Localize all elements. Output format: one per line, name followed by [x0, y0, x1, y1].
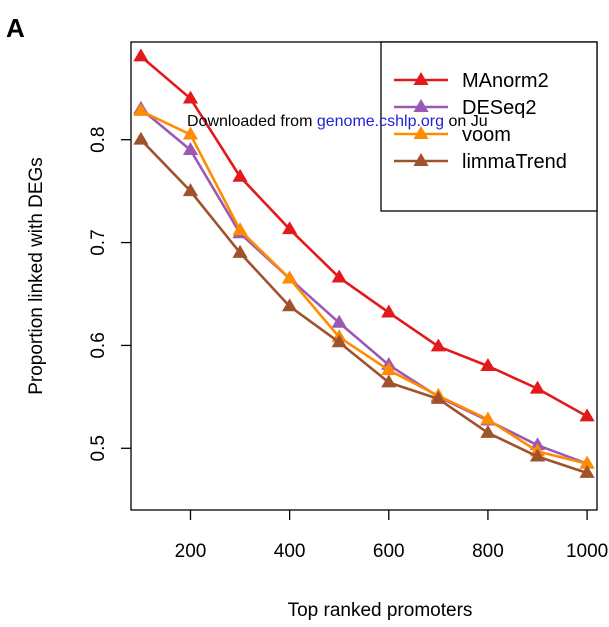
data-point — [430, 338, 446, 352]
x-tick-label: 600 — [373, 541, 405, 562]
data-point — [579, 464, 595, 478]
data-point — [133, 48, 149, 62]
series-layer — [133, 48, 595, 478]
legend-label: voom — [462, 124, 511, 146]
data-point — [331, 334, 347, 348]
data-point — [529, 448, 546, 462]
legend-marker — [413, 99, 429, 112]
legend-frame — [380, 41, 598, 212]
data-point — [430, 390, 446, 404]
watermark-suffix: on Ju — [444, 113, 488, 130]
legend-marker — [413, 72, 429, 85]
y-tick-label: 0.5 — [88, 435, 109, 461]
legend-label: DESeq2 — [462, 97, 537, 119]
data-point — [232, 222, 248, 236]
y-tick-label: 0.8 — [88, 127, 109, 153]
y-axis: 0.5 0.6 0.7 0.8 — [88, 127, 131, 461]
data-point — [331, 314, 347, 328]
data-point — [182, 183, 199, 197]
watermark-link[interactable]: genome.cshlp.org — [317, 113, 444, 130]
x-tick-label: 1000 — [566, 541, 608, 562]
plot-frame — [130, 41, 598, 511]
data-point — [282, 221, 298, 235]
legend-item: MAnorm2 — [394, 70, 549, 92]
legend-marker — [413, 153, 429, 166]
data-point — [480, 424, 496, 438]
data-point — [232, 244, 248, 258]
series-line — [140, 109, 588, 465]
x-tick-label: 400 — [274, 541, 306, 562]
data-point — [182, 126, 199, 140]
legend-item: voom — [394, 124, 511, 146]
panel-label: A — [6, 13, 25, 43]
x-axis: 200 400 600 800 1000 — [175, 510, 608, 562]
data-point — [282, 298, 298, 312]
data-point — [381, 362, 397, 376]
series-line — [140, 55, 588, 418]
data-point — [282, 270, 298, 284]
x-axis-title: Top ranked promoters — [288, 600, 473, 621]
series-limmatrend — [133, 131, 595, 478]
legend-item: DESeq2 — [394, 97, 537, 119]
x-tick-label: 200 — [175, 541, 207, 562]
plot-area — [130, 41, 598, 511]
y-tick-label: 0.6 — [88, 332, 109, 358]
data-point — [579, 408, 595, 422]
legend: MAnorm2 DESeq2 voom limmaTrend — [380, 41, 598, 212]
data-point — [381, 374, 397, 388]
watermark-prefix: Downloaded from — [187, 113, 317, 130]
y-tick-label: 0.7 — [88, 229, 109, 255]
data-point — [579, 455, 595, 469]
data-point — [133, 131, 149, 145]
legend-label: limmaTrend — [462, 151, 567, 173]
data-point — [133, 102, 149, 116]
y-axis-title: Proportion linked with DEGs — [26, 157, 47, 395]
data-point — [331, 269, 347, 283]
series-line — [140, 107, 588, 465]
legend-item: limmaTrend — [394, 151, 567, 173]
data-point — [182, 90, 199, 104]
x-tick-label: 800 — [472, 541, 504, 562]
legend-marker — [413, 126, 429, 139]
legend-label: MAnorm2 — [462, 70, 549, 92]
watermark: Downloaded from genome.cshlp.org on Ju — [187, 113, 488, 130]
data-point — [480, 411, 496, 425]
data-point — [381, 304, 397, 318]
data-point — [529, 380, 546, 394]
data-point — [480, 358, 496, 371]
data-point — [182, 142, 199, 155]
series-line — [139, 138, 588, 475]
data-point — [232, 168, 248, 182]
series-manorm2 — [133, 48, 595, 422]
